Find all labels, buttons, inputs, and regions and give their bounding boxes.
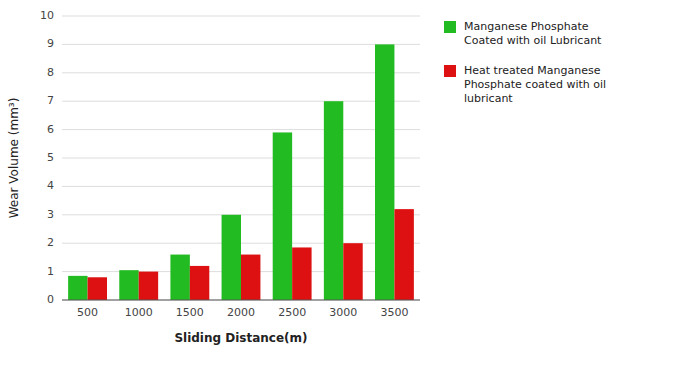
y-tick-label: 1 [47, 265, 54, 278]
grid-line [62, 129, 420, 130]
x-tick-label: 2000 [227, 306, 255, 319]
bar [324, 101, 343, 300]
grid-line [62, 16, 420, 17]
y-axis-title: Wear Volume (mm³) [7, 98, 21, 219]
grid-line [62, 186, 420, 187]
bar [119, 270, 138, 300]
y-tick-label: 3 [47, 208, 54, 221]
y-tick-label: 2 [47, 236, 54, 249]
legend-swatch [444, 21, 456, 33]
x-axis-title: Sliding Distance(m) [174, 331, 307, 345]
bar [139, 272, 158, 300]
grid-line [62, 72, 420, 73]
x-tick-label: 3500 [380, 306, 408, 319]
grid-line [62, 300, 420, 301]
y-axis: 0 1 2 3 4 5 6 7 8 9 10 [40, 9, 420, 306]
y-tick-label: 7 [47, 94, 54, 107]
bars [68, 44, 414, 300]
bar [343, 243, 362, 300]
y-tick-label: 9 [47, 37, 54, 50]
legend-label: Manganese PhosphateCoated with oil Lubri… [464, 20, 602, 47]
x-tick-label: 2500 [278, 306, 306, 319]
y-tick-label: 10 [40, 9, 54, 22]
bar [394, 209, 413, 300]
bar [190, 266, 209, 300]
legend-label-line: lubricant [464, 92, 513, 105]
legend-swatch [444, 65, 456, 77]
legend-label: Heat treated ManganesePhosphate coated w… [464, 64, 606, 105]
y-tick-label: 6 [47, 123, 54, 136]
grid-line [62, 101, 420, 102]
y-tick-label: 5 [47, 151, 54, 164]
bar [273, 132, 292, 300]
bar [222, 215, 241, 300]
x-tick-label: 1000 [125, 306, 153, 319]
grid-line [62, 44, 420, 45]
bar [68, 276, 87, 300]
x-axis-line [62, 300, 420, 301]
legend-label-line: Heat treated Manganese [464, 64, 601, 77]
legend: Manganese PhosphateCoated with oil Lubri… [444, 20, 606, 105]
x-tick-label: 500 [77, 306, 98, 319]
legend-label-line: Coated with oil Lubricant [464, 34, 602, 47]
bar [241, 255, 260, 300]
legend-label-line: Phosphate coated with oil [464, 78, 606, 91]
y-tick-label: 0 [47, 293, 54, 306]
legend-label-line: Manganese Phosphate [464, 20, 589, 33]
x-axis: 500 1000 1500 2000 2500 3000 3500 [62, 300, 420, 319]
chart: 0 1 2 3 4 5 6 7 8 9 10 500 1000 1500 2000 2500 3000 3500 S… [0, 0, 674, 367]
bar [375, 44, 394, 300]
y-tick-label: 4 [47, 179, 54, 192]
y-tick-label: 8 [47, 66, 54, 79]
bar [292, 247, 311, 300]
bar [88, 277, 107, 300]
x-tick-label: 1500 [176, 306, 204, 319]
grid-line [62, 158, 420, 159]
x-tick-label: 3000 [329, 306, 357, 319]
bar [170, 255, 189, 300]
